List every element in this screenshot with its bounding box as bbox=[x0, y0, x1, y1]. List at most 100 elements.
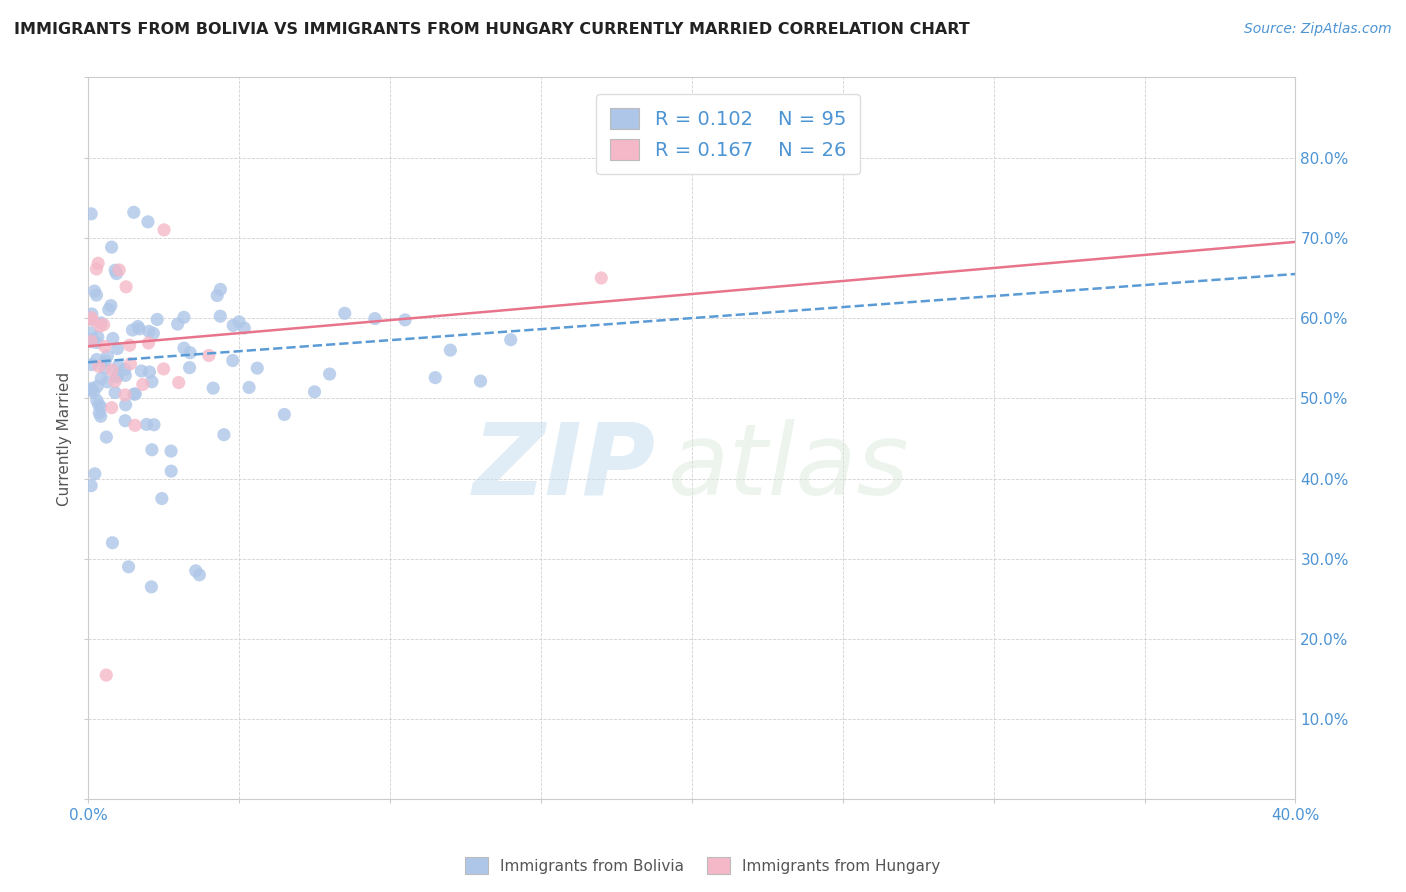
Point bbox=[209, 282, 232, 296]
Point bbox=[108, 263, 131, 277]
Point bbox=[188, 567, 211, 582]
Point bbox=[118, 338, 141, 352]
Point bbox=[86, 379, 108, 393]
Point bbox=[141, 442, 163, 457]
Point bbox=[120, 357, 142, 371]
Point bbox=[87, 256, 110, 270]
Point bbox=[167, 376, 190, 390]
Point bbox=[228, 315, 250, 329]
Point bbox=[124, 387, 146, 401]
Point bbox=[82, 313, 104, 327]
Point bbox=[96, 430, 118, 444]
Point bbox=[117, 559, 139, 574]
Point bbox=[138, 325, 160, 339]
Point bbox=[142, 326, 165, 341]
Point bbox=[198, 349, 221, 363]
Point bbox=[105, 370, 128, 384]
Point bbox=[107, 342, 129, 356]
Point bbox=[83, 467, 105, 481]
Point bbox=[104, 263, 127, 277]
Point bbox=[122, 205, 145, 219]
Point bbox=[591, 271, 613, 285]
Point bbox=[80, 207, 103, 221]
Point bbox=[179, 345, 201, 359]
Point bbox=[93, 318, 115, 332]
Point bbox=[86, 288, 108, 302]
Point bbox=[100, 401, 122, 415]
Point bbox=[318, 367, 340, 381]
Point bbox=[87, 330, 110, 344]
Point bbox=[80, 333, 103, 347]
Point bbox=[107, 359, 129, 373]
Point bbox=[127, 319, 149, 334]
Point bbox=[94, 361, 117, 376]
Point bbox=[80, 307, 103, 321]
Point bbox=[86, 262, 108, 277]
Point bbox=[96, 668, 118, 682]
Point bbox=[173, 341, 195, 355]
Point bbox=[202, 381, 225, 395]
Point bbox=[83, 385, 105, 400]
Point bbox=[160, 464, 183, 478]
Point bbox=[87, 398, 110, 412]
Point bbox=[333, 306, 356, 320]
Point bbox=[212, 427, 235, 442]
Point bbox=[138, 335, 160, 350]
Point bbox=[152, 362, 174, 376]
Legend: Immigrants from Bolivia, Immigrants from Hungary: Immigrants from Bolivia, Immigrants from… bbox=[460, 851, 946, 880]
Point bbox=[470, 374, 492, 388]
Point bbox=[425, 370, 447, 384]
Point bbox=[238, 380, 260, 394]
Point bbox=[86, 352, 108, 367]
Point bbox=[141, 375, 163, 389]
Point bbox=[146, 312, 169, 326]
Text: IMMIGRANTS FROM BOLIVIA VS IMMIGRANTS FROM HUNGARY CURRENTLY MARRIED CORRELATION: IMMIGRANTS FROM BOLIVIA VS IMMIGRANTS FR… bbox=[14, 22, 970, 37]
Point bbox=[128, 322, 150, 336]
Y-axis label: Currently Married: Currently Married bbox=[58, 371, 72, 506]
Point bbox=[273, 408, 295, 422]
Point bbox=[94, 354, 117, 368]
Point bbox=[121, 323, 143, 337]
Point bbox=[138, 365, 160, 379]
Point bbox=[80, 326, 103, 340]
Point bbox=[80, 383, 103, 397]
Point bbox=[83, 284, 105, 298]
Point bbox=[246, 361, 269, 376]
Point bbox=[184, 564, 207, 578]
Point bbox=[90, 371, 112, 385]
Point bbox=[80, 479, 103, 493]
Point bbox=[80, 381, 103, 395]
Point bbox=[114, 362, 136, 376]
Point bbox=[105, 368, 128, 382]
Point bbox=[160, 444, 183, 458]
Point bbox=[80, 358, 103, 372]
Point bbox=[97, 302, 120, 317]
Point bbox=[96, 349, 118, 363]
Point bbox=[304, 384, 326, 399]
Point bbox=[135, 417, 157, 432]
Point bbox=[153, 223, 176, 237]
Point bbox=[101, 331, 124, 345]
Point bbox=[114, 388, 136, 402]
Point bbox=[80, 334, 103, 349]
Point bbox=[96, 375, 118, 389]
Point bbox=[222, 353, 245, 368]
Point bbox=[114, 368, 136, 383]
Point bbox=[222, 318, 245, 333]
Point bbox=[364, 311, 387, 326]
Point bbox=[143, 417, 166, 432]
Point bbox=[132, 377, 155, 392]
Point bbox=[101, 363, 124, 377]
Text: Source: ZipAtlas.com: Source: ZipAtlas.com bbox=[1244, 22, 1392, 37]
Point bbox=[104, 385, 127, 400]
Point bbox=[90, 409, 112, 424]
Point bbox=[114, 414, 136, 428]
Point bbox=[233, 321, 256, 335]
Point bbox=[209, 309, 232, 323]
Point bbox=[124, 418, 146, 433]
Point bbox=[131, 364, 153, 378]
Point bbox=[122, 387, 145, 401]
Point bbox=[166, 317, 188, 331]
Point bbox=[179, 360, 201, 375]
Point bbox=[100, 240, 122, 254]
